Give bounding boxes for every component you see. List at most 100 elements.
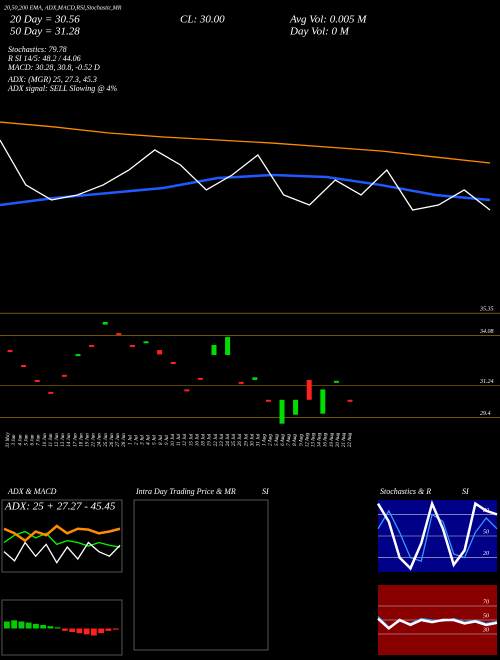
panel-title: ADX & MACD bbox=[7, 487, 57, 496]
stoch: Stochastics: 79.78 bbox=[8, 45, 67, 54]
candle bbox=[48, 391, 54, 394]
y-tick-label: 35.35 bbox=[479, 307, 494, 313]
x-tick-label: 17 Jun bbox=[73, 433, 78, 447]
candle bbox=[279, 399, 285, 424]
bar bbox=[33, 623, 39, 629]
x-tick-label: 14 Aug bbox=[318, 432, 323, 447]
candle bbox=[116, 333, 122, 336]
x-tick-label: 14 Jun bbox=[67, 433, 72, 447]
y-tick-label: 29.4 bbox=[480, 410, 491, 417]
candle bbox=[225, 337, 231, 355]
intraday-box bbox=[133, 499, 269, 651]
x-tick-label: 3 Jun bbox=[12, 434, 17, 445]
x-tick-label: 5 Jul bbox=[153, 434, 158, 444]
bar bbox=[69, 628, 76, 633]
x-tick-label: 9 Jul bbox=[165, 434, 170, 444]
series-line bbox=[377, 617, 498, 631]
x-tick-label: 19 Jul bbox=[208, 433, 213, 446]
bar bbox=[76, 628, 83, 634]
candle bbox=[265, 399, 271, 402]
x-tick-label: 2 Jul bbox=[134, 434, 139, 444]
adx-box bbox=[1, 499, 123, 573]
x-tick-label: 15 Jul bbox=[189, 433, 194, 446]
bar bbox=[18, 621, 25, 629]
candle bbox=[293, 399, 299, 415]
x-tick-label: 31 Jul bbox=[257, 433, 262, 446]
bar bbox=[83, 628, 90, 635]
series-line bbox=[0, 173, 491, 207]
x-tick-label: 21 Jun bbox=[92, 433, 97, 447]
x-tick-label: 6 Aug bbox=[281, 434, 286, 446]
y-tick-label: 20 bbox=[483, 551, 489, 557]
close: CL: 30.00 bbox=[180, 14, 225, 26]
x-tick-label: 8 Jul bbox=[159, 434, 164, 444]
y-tick-label: 34.08 bbox=[479, 328, 494, 335]
bar bbox=[40, 624, 47, 629]
x-tick-label: 10 Jul bbox=[171, 433, 176, 446]
bar bbox=[91, 628, 97, 636]
x-tick-label: 23 Jul bbox=[220, 433, 225, 446]
series-line bbox=[0, 139, 491, 211]
bar bbox=[98, 628, 105, 634]
adx: ADX: (MGR) 25, 27.3, 45.3 bbox=[7, 75, 97, 84]
x-tick-label: 5 Aug bbox=[275, 434, 280, 446]
x-tick-label: 24 Jun bbox=[98, 433, 103, 447]
bar bbox=[112, 628, 119, 630]
x-tick-label: 16 Aug bbox=[324, 432, 329, 447]
y-tick-label: 31.24 bbox=[479, 378, 494, 385]
x-tick-label: 12 Aug bbox=[305, 432, 310, 447]
series-line bbox=[3, 530, 121, 548]
x-tick-label: 2 Aug bbox=[269, 434, 274, 446]
day-vol: Day Vol: 0 M bbox=[289, 26, 350, 38]
x-tick-label: 31 May bbox=[6, 432, 11, 448]
macd-box bbox=[1, 599, 123, 656]
candle bbox=[184, 389, 190, 392]
candle bbox=[61, 374, 67, 377]
x-tick-label: 25 Jun bbox=[104, 433, 109, 447]
macd: MACD: 30.28, 30.8, -0.52 D bbox=[7, 63, 100, 72]
y-tick-label: 50 bbox=[483, 529, 489, 535]
bar bbox=[4, 621, 10, 629]
panel-title: SI bbox=[262, 487, 269, 496]
x-tick-label: 26 Jul bbox=[238, 433, 243, 446]
bar bbox=[54, 627, 61, 629]
candle bbox=[211, 344, 217, 355]
bar bbox=[11, 620, 18, 629]
bar bbox=[25, 622, 32, 629]
candle bbox=[129, 344, 135, 347]
x-tick-label: 19 Jun bbox=[86, 433, 91, 447]
x-tick-label: 3 Jul bbox=[140, 434, 145, 444]
x-tick-label: 4 Jun bbox=[18, 434, 23, 445]
x-tick-label: 20 Aug bbox=[336, 432, 341, 447]
y-tick-label: 70 bbox=[483, 599, 489, 605]
x-tick-label: 18 Jul bbox=[202, 433, 207, 446]
x-tick-label: 4 Jul bbox=[147, 434, 152, 444]
candle bbox=[7, 350, 13, 353]
x-tick-label: 25 Jul bbox=[232, 433, 237, 446]
y-tick-label: 30 bbox=[482, 627, 489, 633]
bar bbox=[105, 628, 112, 631]
x-tick-label: 22 Aug bbox=[348, 432, 353, 447]
x-tick-label: 30 Jul bbox=[250, 433, 255, 446]
x-tick-label: 28 Jun bbox=[122, 433, 127, 447]
x-tick-label: 8 Aug bbox=[293, 434, 298, 446]
x-tick-label: 12 Jul bbox=[183, 433, 188, 446]
series-line bbox=[376, 499, 498, 571]
x-tick-label: 5 Jun bbox=[24, 434, 29, 445]
x-tick-label: 11 Jul bbox=[177, 433, 182, 446]
x-tick-label: 1 Aug bbox=[263, 434, 268, 446]
x-tick-label: 21 Aug bbox=[342, 432, 347, 447]
candle bbox=[333, 380, 339, 383]
y-tick-label: 50 bbox=[483, 613, 489, 619]
candle bbox=[34, 379, 40, 382]
x-tick-label: 7 Aug bbox=[287, 434, 292, 446]
x-tick-label: 1 Jul bbox=[128, 434, 133, 444]
candle bbox=[306, 379, 312, 400]
candle bbox=[157, 350, 163, 355]
candle bbox=[75, 354, 81, 357]
candle bbox=[102, 321, 108, 325]
series-line bbox=[3, 541, 121, 564]
ema20: 20 Day = 30.56 bbox=[10, 14, 80, 26]
series-line bbox=[3, 524, 121, 543]
avg-vol: Avg Vol: 0.005 M bbox=[289, 14, 367, 26]
